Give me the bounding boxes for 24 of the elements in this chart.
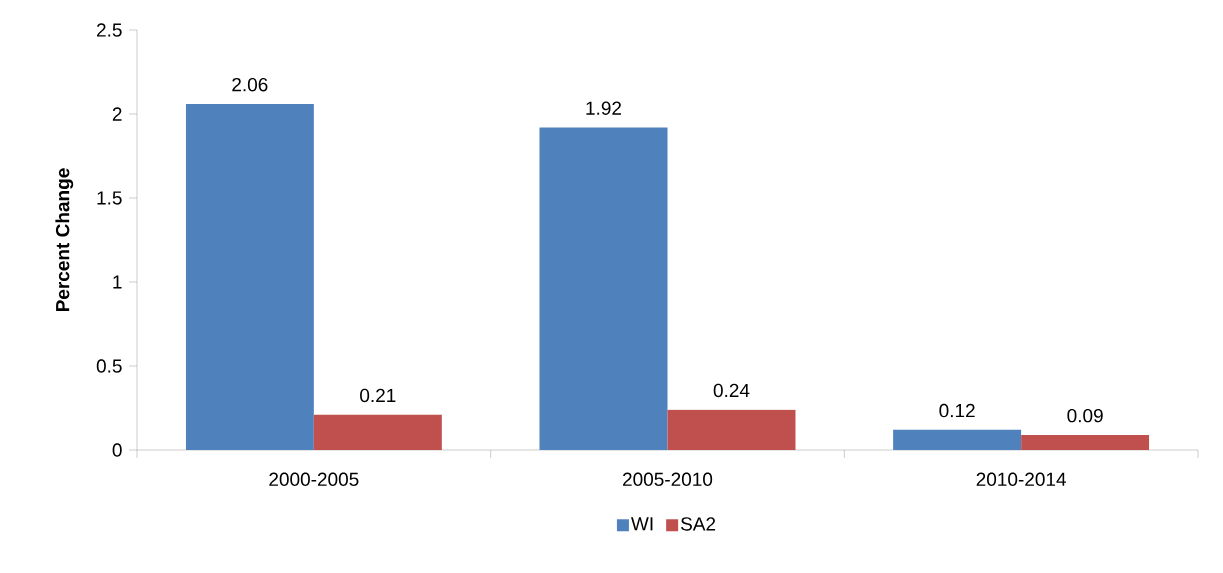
bar — [667, 409, 796, 450]
x-tick-label: 2005-2010 — [623, 472, 713, 486]
data-label: 1.92 — [586, 101, 622, 115]
data-label: 0.24 — [713, 383, 750, 398]
bar — [1021, 434, 1150, 450]
y-tick-label: 1 — [113, 275, 122, 289]
y-tick-label: 1.5 — [97, 191, 122, 205]
y-tick-label: 2 — [112, 107, 122, 121]
bar — [539, 127, 668, 450]
y-tick-label: 2.5 — [97, 23, 122, 37]
bar — [893, 429, 1022, 450]
data-label: 0.12 — [939, 403, 975, 418]
y-tick-label: 0.5 — [96, 359, 122, 373]
y-tick-label: 0 — [112, 443, 122, 457]
bar — [185, 103, 314, 450]
data-label: 0.09 — [1067, 408, 1103, 423]
y-axis-title: Percent Change — [55, 168, 74, 312]
legend-label: WI — [631, 517, 653, 531]
bar — [313, 414, 442, 450]
data-label: 2.06 — [232, 77, 268, 92]
legend-label: SA2 — [681, 517, 716, 531]
x-tick-label: 2010-2014 — [976, 472, 1066, 486]
x-tick-label: 2000-2005 — [269, 472, 359, 486]
data-label: 0.21 — [360, 388, 396, 403]
